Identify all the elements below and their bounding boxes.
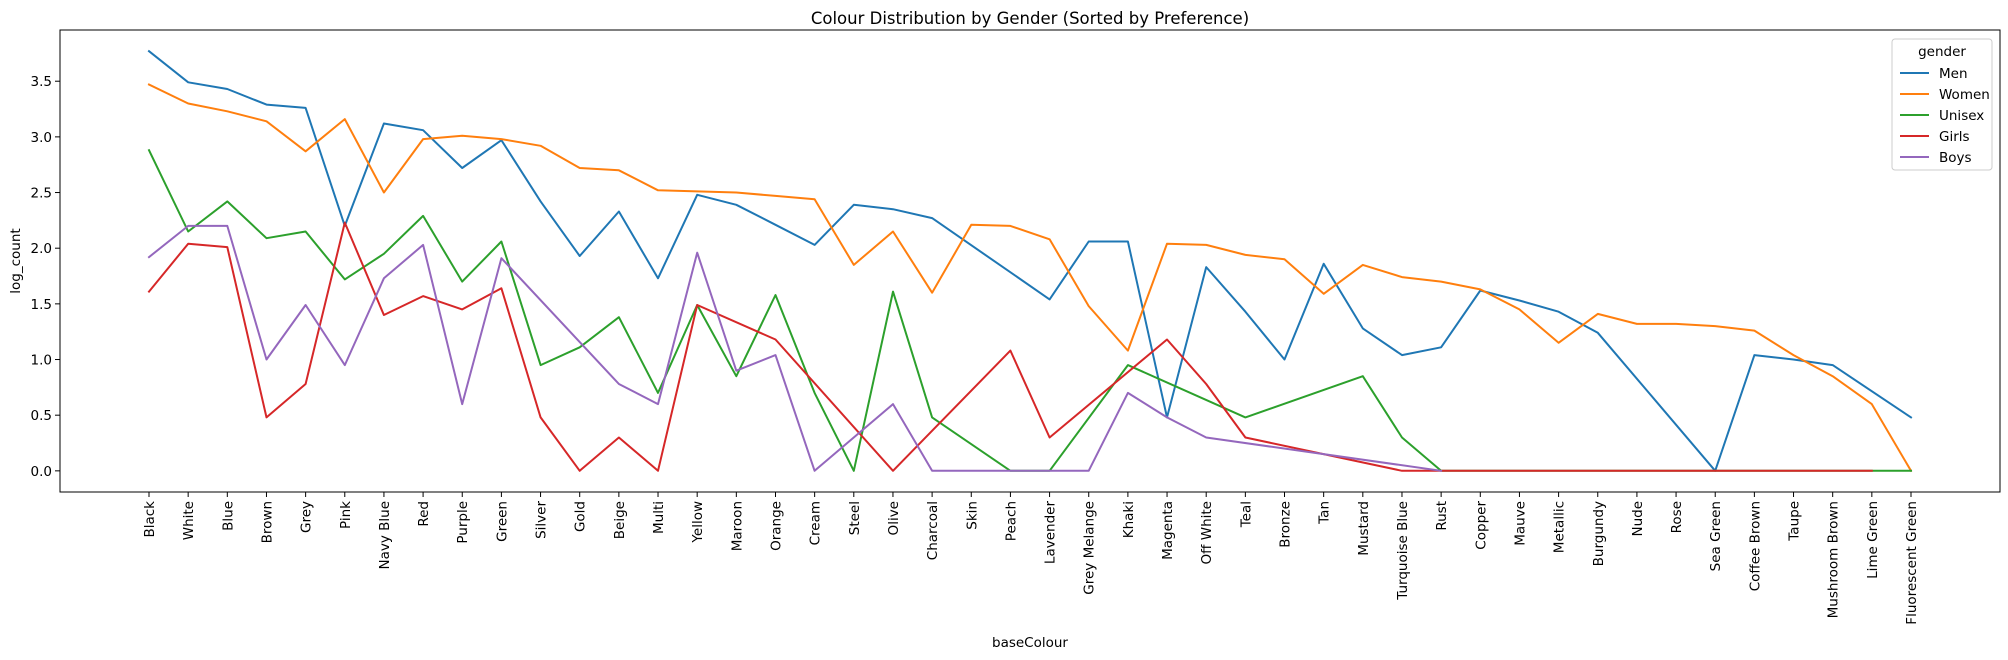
x-tick-label: Bronze bbox=[1278, 501, 1294, 548]
x-tick-label: Gold bbox=[573, 501, 589, 532]
x-tick-label: Red bbox=[416, 501, 432, 527]
x-tick-label: Fluorescent Green bbox=[1904, 501, 1920, 625]
x-tick-label: Magenta bbox=[1160, 501, 1176, 560]
x-tick-label: Rust bbox=[1434, 501, 1450, 531]
y-tick-label: 1.5 bbox=[31, 297, 52, 313]
legend-label: Women bbox=[1939, 87, 1990, 103]
legend-title: gender bbox=[1918, 44, 1966, 60]
x-tick-label: Purple bbox=[455, 501, 471, 544]
legend-box bbox=[1891, 38, 1993, 171]
x-tick-label: Silver bbox=[534, 501, 550, 539]
series-line-unisex bbox=[147, 148, 1912, 472]
x-tick-label: Maroon bbox=[729, 501, 745, 551]
x-tick-label: Navy Blue bbox=[377, 501, 393, 570]
x-tick-label: Multi bbox=[651, 501, 667, 534]
x-tick-label: Khaki bbox=[1121, 501, 1137, 538]
x-tick-label: Grey Melange bbox=[1082, 501, 1098, 595]
x-tick-label: Mauve bbox=[1512, 501, 1528, 546]
plot-area bbox=[147, 49, 1913, 473]
x-tick-label: Nude bbox=[1630, 501, 1646, 537]
legend-label: Girls bbox=[1939, 129, 1970, 145]
series-line-men bbox=[147, 49, 1913, 472]
y-axis-label: log_count bbox=[8, 228, 24, 293]
x-tick-label: Teal bbox=[1238, 501, 1254, 528]
x-tick-label: Beige bbox=[612, 501, 628, 539]
x-tick-label: Cream bbox=[808, 501, 824, 545]
x-tick-label: Taupe bbox=[1787, 501, 1803, 542]
series-line-boys bbox=[147, 224, 1443, 472]
x-tick-label: Mustard bbox=[1356, 501, 1372, 556]
legend-label: Men bbox=[1939, 66, 1968, 82]
x-tick-label: Yellow bbox=[690, 501, 706, 544]
x-tick-label: Copper bbox=[1473, 501, 1489, 550]
y-tick-label: 3.5 bbox=[31, 74, 52, 90]
x-tick-label: Coffee Brown bbox=[1747, 501, 1763, 591]
plot-frame bbox=[59, 29, 2001, 493]
x-tick-label: Lavender bbox=[1043, 501, 1059, 565]
x-tick-label: Off White bbox=[1199, 501, 1215, 564]
series-line-girls bbox=[147, 221, 1873, 472]
x-tick-label: White bbox=[181, 501, 197, 540]
x-tick-label: Rose bbox=[1669, 501, 1685, 533]
x-tick-label: Tan bbox=[1317, 501, 1333, 525]
y-tick-label: 2.0 bbox=[31, 241, 52, 257]
x-tick-label: Pink bbox=[338, 501, 354, 529]
x-tick-label: Peach bbox=[1003, 501, 1019, 541]
y-tick-label: 3.0 bbox=[31, 130, 52, 146]
y-tick-label: 1.0 bbox=[31, 353, 52, 369]
series-line-women bbox=[147, 83, 1913, 473]
y-tick-label: 0.0 bbox=[31, 464, 52, 480]
y-tick-label: 2.5 bbox=[31, 186, 52, 202]
x-tick-label: Charcoal bbox=[925, 501, 941, 560]
x-tick-label: Blue bbox=[220, 501, 236, 531]
legend: gender Men Women Unisex Girls Boys bbox=[1891, 38, 1993, 171]
x-tick-label: Mushroom Brown bbox=[1826, 501, 1842, 618]
x-tick-label: Skin bbox=[964, 501, 980, 530]
x-tick-label: Grey bbox=[299, 501, 315, 533]
legend-label: Unisex bbox=[1939, 108, 1984, 124]
legend-label: Boys bbox=[1939, 150, 1972, 166]
x-tick-label: Burgundy bbox=[1591, 501, 1607, 566]
x-axis: Black White Blue Brown Grey Pink Navy Blue Red P… bbox=[142, 492, 1920, 625]
x-tick-label: Orange bbox=[768, 501, 784, 551]
x-axis-label: baseColour bbox=[992, 635, 1068, 651]
x-tick-label: Metallic bbox=[1552, 501, 1568, 553]
x-tick-label: Lime Green bbox=[1865, 501, 1881, 579]
x-tick-label: Steel bbox=[847, 501, 863, 535]
x-tick-label: Turquoise Blue bbox=[1395, 501, 1411, 601]
x-tick-label: Black bbox=[142, 501, 158, 538]
y-tick-label: 0.5 bbox=[31, 408, 52, 424]
y-axis: 0.0 0.5 1.0 1.5 2.0 2.5 3.0 3.5 bbox=[31, 74, 60, 480]
chart-title: Colour Distribution by Gender (Sorted by… bbox=[811, 9, 1249, 28]
x-tick-label: Sea Green bbox=[1708, 501, 1724, 571]
x-tick-label: Brown bbox=[259, 501, 275, 543]
x-tick-label: Green bbox=[494, 501, 510, 542]
x-tick-label: Olive bbox=[886, 501, 902, 535]
